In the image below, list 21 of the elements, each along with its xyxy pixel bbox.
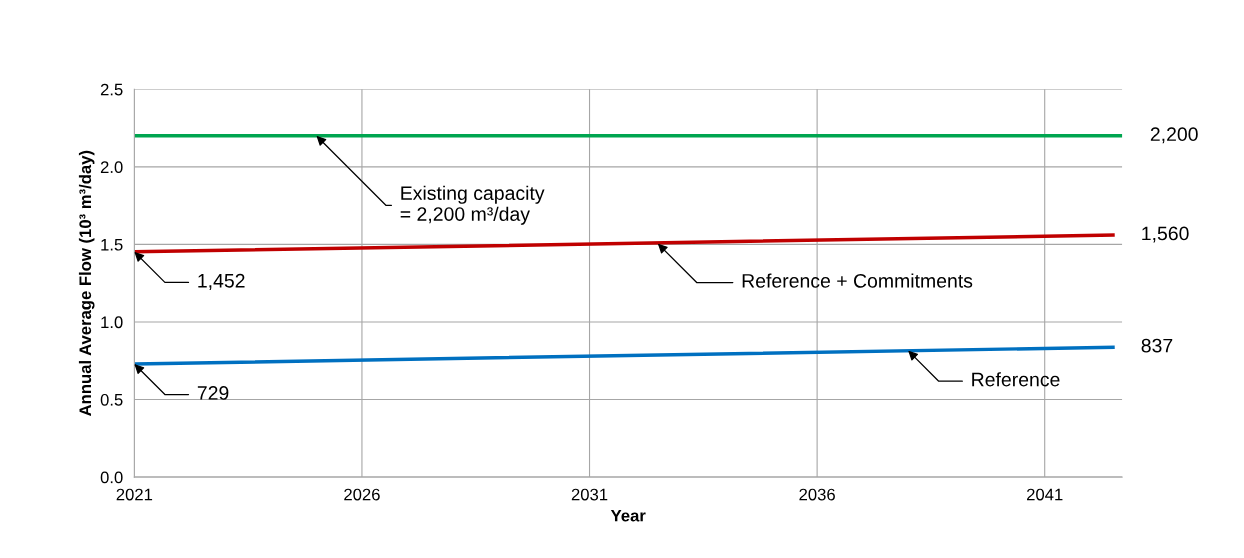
annotation: 1,452 [198,273,245,290]
x-tick-label: 2026 [344,488,380,501]
x-axis-title: Year [610,509,646,522]
x-tick-label: 2021 [116,488,153,501]
annotation: Existing capacity = 2,200 m³/day [400,185,545,225]
y-tick-label: 1.5 [101,238,123,251]
y-tick-label: 0.5 [100,393,123,406]
y-axis-title: Annual Average Flow (10³ m³/day) [78,150,95,416]
y-tick-label: 0.0 [100,471,123,484]
x-tick-label: 2031 [571,488,608,501]
annotation: 2,200 [1150,127,1198,144]
annotation: 1,560 [1142,226,1189,243]
annotation: 837 [1141,338,1173,353]
y-tick-label: 2.5 [100,83,123,96]
annotation: Reference + Commitments [742,273,973,288]
y-tick-label: 2.0 [100,161,123,174]
x-tick-label: 2041 [1027,488,1063,501]
annotation: Reference [972,372,1060,387]
x-tick-label: 2036 [799,488,835,501]
annotation: 729 [197,386,229,400]
y-tick-label: 1.0 [101,316,123,329]
